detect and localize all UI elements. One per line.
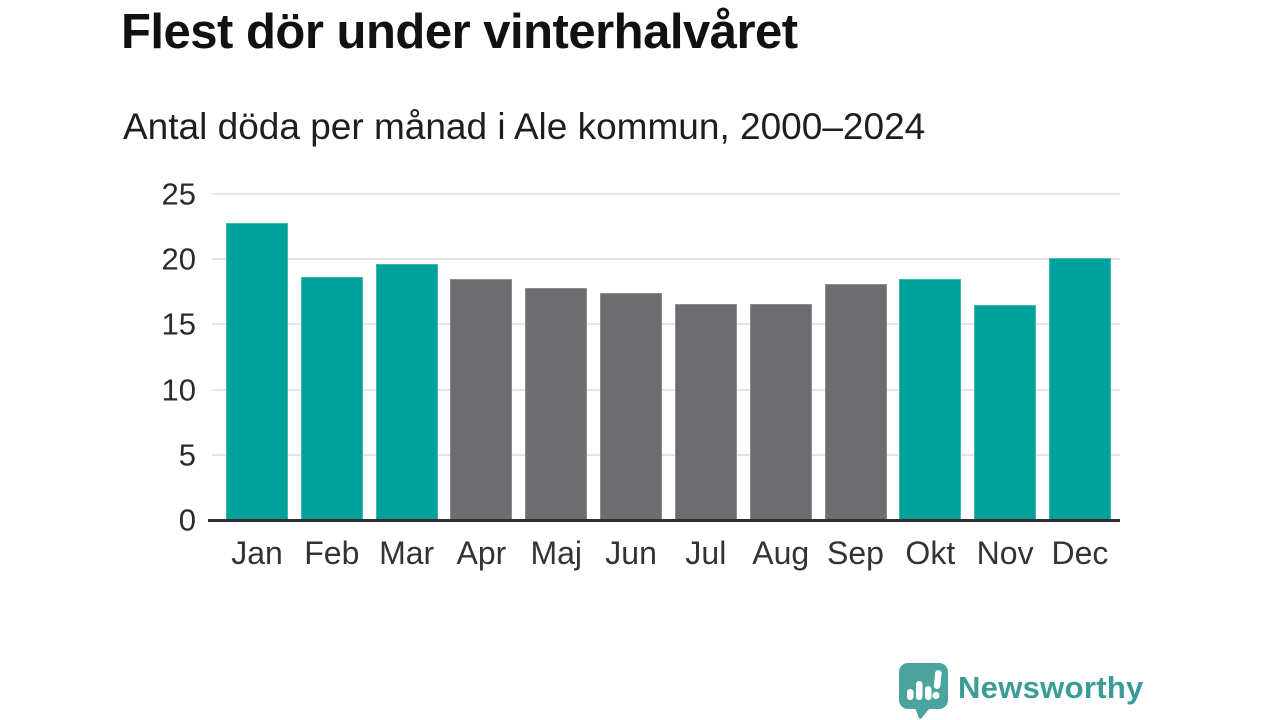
bar-apr (450, 278, 513, 520)
x-tick-label-jun: Jun (605, 535, 657, 571)
x-tick-label-aug: Aug (752, 535, 810, 571)
bar-slot-jul: Jul (674, 194, 737, 569)
x-tick-label-feb: Feb (304, 535, 360, 571)
y-tick-label: 15 (161, 306, 196, 342)
bar-jul (674, 303, 737, 520)
bar-jun (600, 293, 663, 520)
bar-slot-jan: Jan (226, 194, 288, 569)
gridline-10 (212, 388, 1120, 391)
bar-okt (899, 278, 962, 520)
x-tick-label-dec: Dec (1051, 535, 1109, 571)
bar-slot-dec: Dec (1048, 194, 1111, 569)
bar-slot-nov: Nov (974, 194, 1037, 569)
gridline-20 (212, 258, 1120, 261)
newsworthy-logo: Newsworthy (898, 662, 1144, 719)
bar-slot-jun: Jun (600, 194, 663, 569)
bar-slot-mar: Mar (375, 194, 438, 569)
y-tick-label: 5 (178, 437, 196, 473)
gridline-15 (212, 323, 1120, 326)
x-tick-label-nov: Nov (976, 535, 1034, 571)
bar-slot-sep: Sep (824, 194, 887, 569)
x-axis-line (208, 519, 1120, 522)
bar-slot-feb: Feb (300, 194, 363, 569)
bar-sep (824, 283, 887, 520)
x-tick-label-jan: Jan (231, 535, 283, 571)
x-tick-label-okt: Okt (905, 535, 956, 571)
bar-aug (749, 303, 812, 520)
gridline-25 (212, 193, 1120, 195)
bar-mar (375, 264, 438, 520)
bar-jan (226, 222, 288, 520)
x-tick-label-apr: Apr (456, 535, 507, 571)
y-tick-label: 20 (161, 241, 196, 277)
bar-nov (974, 304, 1037, 520)
newsworthy-logo-icon (899, 663, 948, 719)
y-tick-label: 0 (178, 502, 196, 538)
bar-dec (1048, 257, 1111, 520)
bar-slot-okt: Okt (899, 194, 962, 569)
gridline-5 (212, 453, 1120, 456)
chart-subtitle: Antal döda per månad i Ale kommun, 2000–… (123, 106, 926, 147)
bars-layer: Jan Feb Mar Apr Maj Jun Jul Aug Sep Okt Nov Dec (212, 194, 1120, 569)
x-tick-label-sep: Sep (827, 535, 884, 571)
x-tick-label-maj: Maj (530, 535, 583, 571)
newsworthy-logo-text: Newsworthy (958, 670, 1144, 705)
y-tick-label: 25 (161, 176, 196, 212)
bar-maj (525, 287, 588, 520)
bar-slot-maj: Maj (525, 194, 588, 569)
bar-slot-apr: Apr (450, 194, 513, 569)
x-tick-label-mar: Mar (379, 535, 435, 571)
bar-feb (300, 277, 363, 520)
y-tick-label: 10 (161, 372, 196, 408)
x-tick-label-jul: Jul (685, 535, 727, 571)
bar-slot-aug: Aug (749, 194, 812, 569)
y-axis: 0 5 10 15 20 25 (120, 179, 196, 536)
chart-title: Flest dör under vinterhalvåret (121, 5, 798, 59)
plot-area: Jan Feb Mar Apr Maj Jun Jul Aug Sep Okt Nov Dec (208, 193, 1120, 569)
